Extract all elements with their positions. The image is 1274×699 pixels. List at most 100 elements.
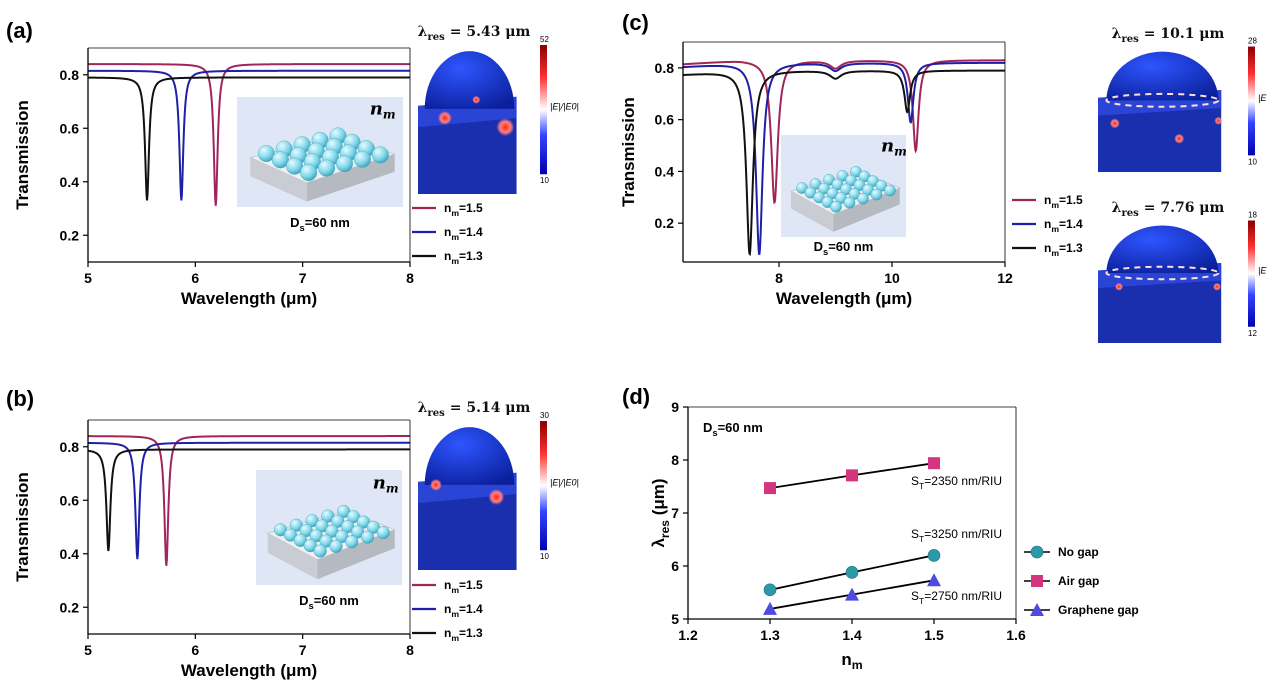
b-series-nm=1.4 <box>87 441 410 560</box>
d-x-axis-label: nm <box>841 650 862 672</box>
a-inset-sphere <box>286 157 303 175</box>
b-x-tick-label: 5 <box>84 642 92 658</box>
a-x-tick-label: 5 <box>84 270 92 286</box>
a-inset-sphere <box>271 151 289 169</box>
a-fieldmap-title: λres = 5.43 μm <box>418 24 531 43</box>
b-inset-substrate-side <box>267 533 318 580</box>
a-inset-medium-label: nm <box>370 99 396 122</box>
a-inset-sphere <box>353 150 371 168</box>
d-legend-label: Air gap <box>1058 574 1099 588</box>
b-inset-sphere <box>329 539 343 553</box>
panel-c: nm Ds=60 nm 8 10 12 0.2 0.4 0.6 0.8 Transmission W… <box>619 26 1267 343</box>
b-fieldmap-dome <box>424 427 515 485</box>
d-ds-label: Ds=60 nm <box>703 420 763 438</box>
c-y-axis-label: Transmission <box>619 97 638 207</box>
b-colorbar-min: 10 <box>540 552 549 561</box>
c1-fieldmap-hotspot <box>1174 133 1185 144</box>
d-legend-label: Graphene gap <box>1058 603 1139 617</box>
panel-d: 1.2 1.3 1.4 1.5 1.6 5 6 7 8 9 λres (μm) nm Ds=60 nm S… <box>649 399 1139 672</box>
d-legend-marker <box>1031 575 1043 587</box>
d-y-tick-label: 8 <box>671 452 679 468</box>
a-inset-sphere <box>318 159 336 177</box>
c2-fieldmap-rim-hotspot <box>1105 265 1220 281</box>
d-annotation-Graphene gap: ST=2750 nm/RIU <box>911 589 1002 606</box>
c-series-nm=1.4 <box>682 61 1006 256</box>
a-fieldmap-hotspot <box>472 95 481 104</box>
c-inset-label: Ds=60 nm <box>814 239 874 257</box>
c-inset-sphere <box>830 200 842 213</box>
b-series-nm=1.5 <box>88 435 410 566</box>
c-x-tick-label: 12 <box>997 270 1013 286</box>
c2-colorbar-label: |E <box>1258 266 1267 276</box>
c-inset-sphere <box>857 192 869 205</box>
d-legend-marker <box>1030 545 1044 559</box>
c-legend-label: nm=1.5 <box>1044 193 1083 210</box>
a-colorbar-label: |E|/|E0| <box>550 102 579 112</box>
a-inset-sphere <box>371 146 389 164</box>
a-fieldmap-dome <box>424 51 515 109</box>
a-legend-label: nm=1.5 <box>444 201 483 218</box>
c2-fieldmap-title: λres = 7.76 μm <box>1112 200 1225 219</box>
a-inset-sphere <box>300 164 318 181</box>
b-y-tick-label: 0.4 <box>60 546 80 562</box>
b-series-nm=1.3 <box>87 448 410 552</box>
d-point-Graphene gap <box>763 601 777 615</box>
a-y-axis-label: Transmission <box>13 100 32 210</box>
c-inset-substrate-side <box>791 191 834 232</box>
c1-fieldmap-title: λres = 10.1 μm <box>1112 26 1225 45</box>
d-y-tick-label: 9 <box>671 399 679 415</box>
b-x-tick-label: 7 <box>299 642 307 658</box>
d-x-tick-label: 1.6 <box>1006 627 1026 643</box>
panel-b-label: (b) <box>6 386 35 411</box>
b-legend-label: nm=1.5 <box>444 578 483 595</box>
d-point-Air gap <box>764 482 776 495</box>
c-legend-label: nm=1.4 <box>1044 217 1083 234</box>
a-x-tick-label: 8 <box>406 270 414 286</box>
c2-colorbar <box>1248 220 1255 327</box>
c1-fieldmap-rim-hotspot <box>1105 92 1220 108</box>
d-x-tick-label: 1.5 <box>924 627 944 643</box>
d-point-Graphene gap <box>845 587 859 601</box>
a-fieldmap-hotspot <box>496 118 515 137</box>
d-x-tick-label: 1.2 <box>678 627 698 643</box>
a-y-tick-label: 0.8 <box>60 67 80 83</box>
b-x-axis-label: Wavelength (μm) <box>181 661 317 680</box>
d-point-Graphene gap <box>927 573 941 587</box>
c2-colorbar-max: 18 <box>1248 211 1257 220</box>
d-legend-marker <box>1030 603 1044 616</box>
c-inset-substrate-front <box>833 188 900 232</box>
c-inset-sphere <box>870 188 883 201</box>
d-annotation-Air gap: ST=2350 nm/RIU <box>911 474 1002 491</box>
b-inset-sphere <box>313 544 327 558</box>
a-y-tick-label: 0.4 <box>60 174 80 190</box>
d-y-tick-label: 5 <box>671 611 679 627</box>
b-legend-label: nm=1.3 <box>444 626 483 643</box>
c-series-nm=1.3 <box>682 69 1005 257</box>
b-colorbar <box>540 421 547 551</box>
d-point-Air gap <box>846 469 858 482</box>
b-y-tick-label: 0.8 <box>60 439 80 455</box>
c1-fieldmap-hotspot <box>1109 118 1120 129</box>
c-y-tick-label: 0.6 <box>655 112 675 128</box>
d-annotation-No gap: ST=3250 nm/RIU <box>911 527 1002 544</box>
a-x-tick-label: 6 <box>191 270 199 286</box>
b-fieldmap-title: λres = 5.14 μm <box>418 400 531 419</box>
a-inset-label: Ds=60 nm <box>290 215 350 233</box>
a-inset-sphere <box>336 155 353 173</box>
d-x-tick-label: 1.3 <box>760 627 780 643</box>
c-inset-medium-label: nm <box>881 135 907 158</box>
a-inset-substrate-front <box>306 154 395 202</box>
a-y-tick-label: 0.6 <box>60 120 80 136</box>
b-fieldmap-hotspot <box>488 489 505 506</box>
c1-fieldmap-dome <box>1106 51 1219 101</box>
d-y-tick-label: 7 <box>671 505 679 521</box>
a-y-tick-label: 0.2 <box>60 227 80 243</box>
b-inset-medium-label: nm <box>373 472 399 495</box>
d-x-tick-label: 1.4 <box>842 627 862 643</box>
d-point-Air gap <box>928 457 940 470</box>
a-colorbar-max: 52 <box>540 35 549 44</box>
panel-d-label: (d) <box>622 384 651 409</box>
d-y-axis-label: λres (μm) <box>649 478 672 547</box>
b-colorbar-max: 30 <box>540 411 549 420</box>
